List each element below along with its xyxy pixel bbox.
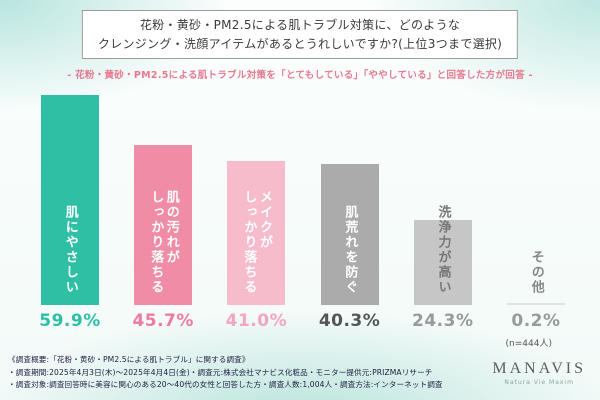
bar-value-label-1: 59.9% bbox=[39, 311, 101, 331]
bar-value-label-6: 0.2% bbox=[511, 311, 561, 331]
bar-category-label-5: 洗浄力が高い bbox=[435, 205, 451, 295]
bar-category-label-2: 肌の汚れが しっかり落ちる bbox=[148, 190, 179, 295]
title-line-2: クレンジング・洗顔アイテムがあるとうれしいですか?(上位3つまで選択) bbox=[97, 36, 503, 51]
bar-2 bbox=[134, 144, 193, 305]
bar-5 bbox=[413, 219, 472, 305]
bar-value-label-3: 41.0% bbox=[225, 311, 288, 331]
bar-column-4: 肌荒れを防ぐ 40.3% bbox=[306, 92, 394, 331]
bar-category-label-4: 肌荒れを防ぐ bbox=[342, 205, 358, 295]
manavis-logo-tagline: Natura Vie Maxim bbox=[504, 379, 574, 386]
survey-overview-line-3: ・調査対象:調査回答時に美容に関心のある20〜40代の女性と回答した方・調査人数… bbox=[8, 380, 443, 390]
bar-category-label-3: メイクが しっかり落ちる bbox=[241, 190, 272, 295]
bar-column-3: メイクが しっかり落ちる 41.0% bbox=[212, 92, 300, 331]
manavis-logo: MANAVIS Natura Vie Maxim bbox=[492, 360, 586, 386]
survey-overview-line-1: 《調査概要:「花粉・黄砂・PM2.5による肌トラブル」に関する調査》 bbox=[8, 355, 250, 365]
bar-value-label-5: 24.3% bbox=[412, 311, 474, 331]
bar-chart: 肌にやさしい 59.9% 肌の汚れが しっかり落ちる 45.7% メイクが しっかり落ち… bbox=[26, 92, 580, 331]
survey-overview-line-2: ・調査期間:2025年4月3日(木)〜2025年4月4日(金)・調査元:株式会社… bbox=[8, 367, 433, 377]
bar-column-2: 肌の汚れが しっかり落ちる 45.7% bbox=[119, 92, 207, 331]
survey-overview: 《調査概要:「花粉・黄砂・PM2.5による肌トラブル」に関する調査》 ・調査期間… bbox=[8, 354, 478, 392]
bar-column-6: その他 0.2% bbox=[492, 92, 580, 331]
bar-1 bbox=[41, 95, 99, 305]
title-line-1: 花粉・黄砂・PM2.5による肌トラブル対策に、どのような bbox=[139, 18, 461, 32]
survey-question-title: 花粉・黄砂・PM2.5による肌トラブル対策に、どのような クレンジング・洗顔アイ… bbox=[81, 10, 519, 60]
bar-column-5: 洗浄力が高い 24.3% bbox=[399, 92, 487, 331]
bar-category-label-6: その他 bbox=[528, 250, 544, 295]
bar-value-label-2: 45.7% bbox=[132, 311, 194, 331]
survey-filter-note: - 花粉・黄砂・PM2.5による肌トラブル対策を「とてもしている」「ややしている… bbox=[67, 70, 533, 81]
sample-size-note: (n=444人) bbox=[505, 339, 552, 349]
bar-value-label-4: 40.3% bbox=[318, 311, 381, 331]
manavis-logo-wordmark: MANAVIS bbox=[492, 360, 586, 377]
bar-category-label-1: 肌にやさしい bbox=[62, 205, 78, 295]
bar-6 bbox=[506, 303, 565, 305]
bar-column-1: 肌にやさしい 59.9% bbox=[26, 92, 114, 331]
bar-3 bbox=[227, 161, 286, 305]
bar-4 bbox=[320, 163, 379, 305]
